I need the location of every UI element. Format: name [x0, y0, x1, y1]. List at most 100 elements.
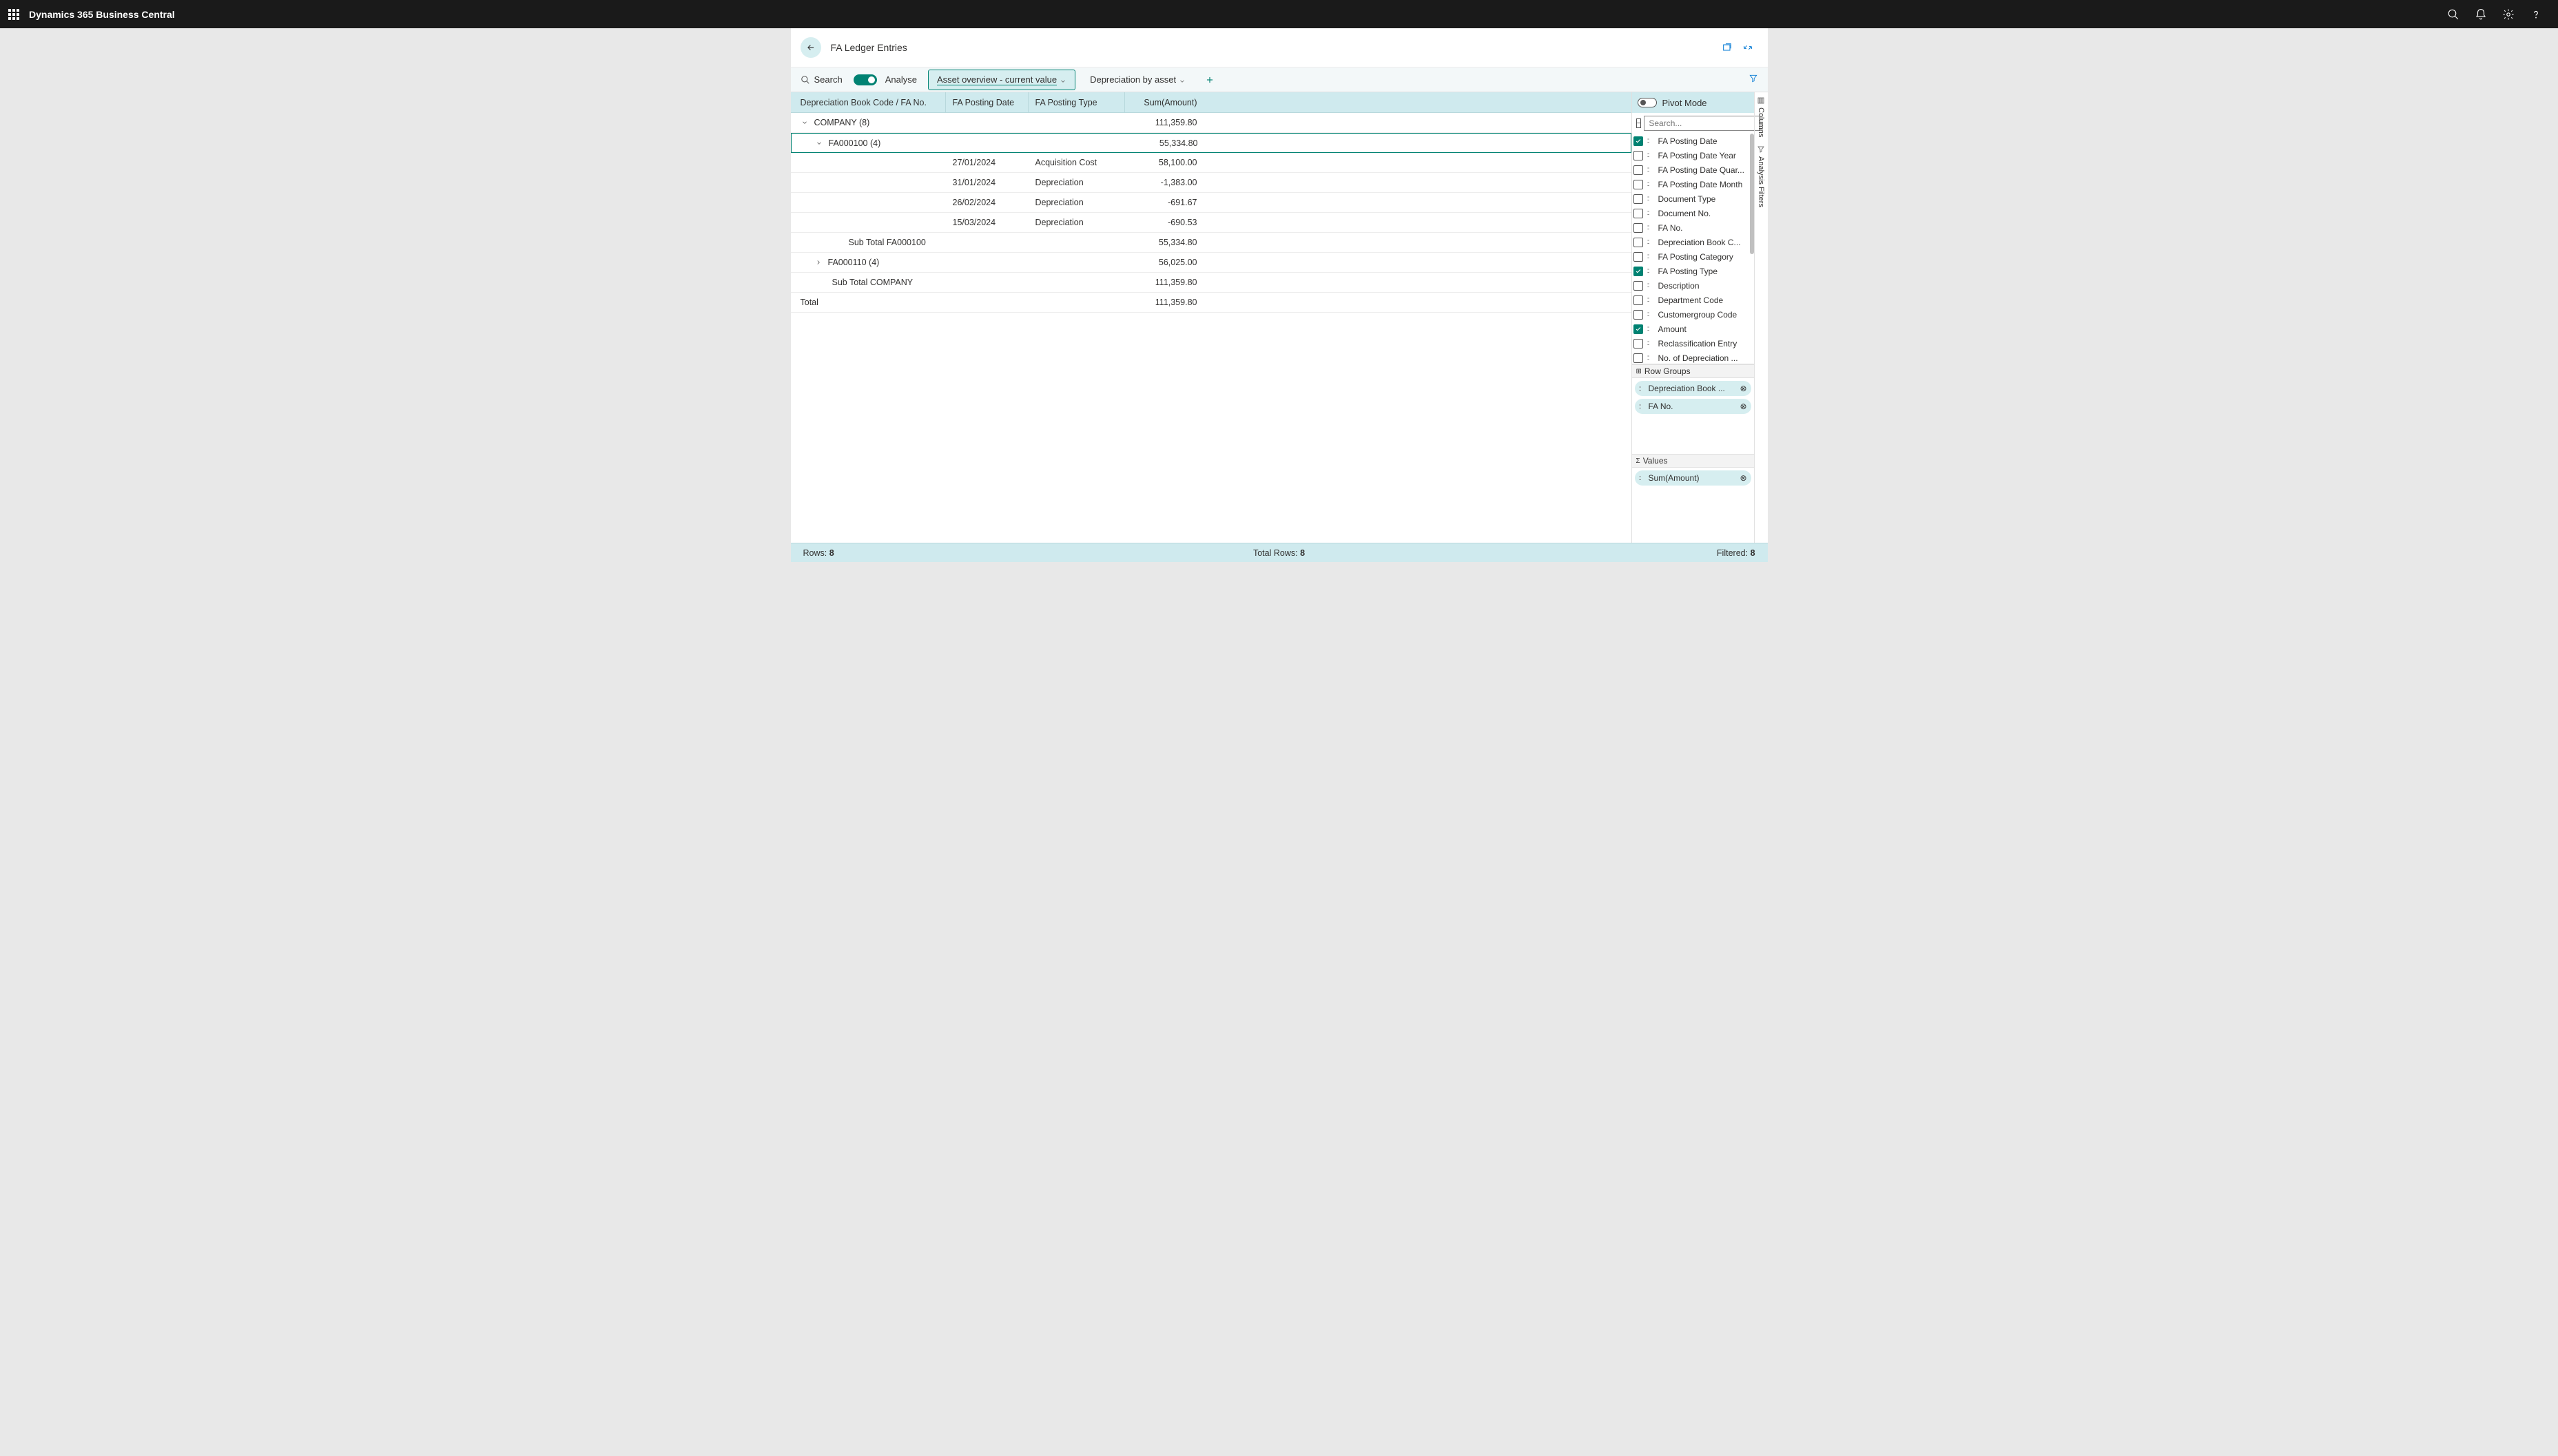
grid-header: Depreciation Book Code / FA No. FA Posti… — [791, 92, 1631, 113]
column-item[interactable]: Document No. — [1632, 206, 1754, 220]
column-item[interactable]: Department Code — [1632, 293, 1754, 307]
settings-icon[interactable] — [2495, 1, 2522, 28]
remove-icon[interactable]: ⊗ — [1740, 402, 1746, 411]
table-row[interactable]: Sub Total FA00010055,334.80 — [791, 233, 1631, 253]
column-item[interactable]: FA Posting Type — [1632, 264, 1754, 278]
row-group-pill[interactable]: FA No.⊗ — [1635, 399, 1751, 414]
checkbox[interactable] — [1633, 310, 1643, 320]
remove-icon[interactable]: ⊗ — [1740, 473, 1746, 483]
column-item[interactable]: FA Posting Date Quar... — [1632, 163, 1754, 177]
checkbox[interactable] — [1633, 194, 1643, 204]
table-row[interactable]: COMPANY (8)111,359.80 — [791, 113, 1631, 133]
column-item[interactable]: FA Posting Category — [1632, 249, 1754, 264]
table-row[interactable]: 31/01/2024Depreciation-1,383.00 — [791, 173, 1631, 193]
pill-label: Sum(Amount) — [1649, 473, 1737, 483]
back-button[interactable] — [801, 37, 821, 58]
drag-handle-icon[interactable] — [1647, 253, 1654, 260]
column-item[interactable]: FA Posting Date Month — [1632, 177, 1754, 191]
amount-value: 111,359.80 — [1125, 298, 1204, 307]
drag-handle-icon[interactable] — [1647, 180, 1654, 188]
search-button[interactable]: Search — [801, 74, 843, 85]
value-pill[interactable]: Sum(Amount)⊗ — [1635, 470, 1751, 486]
tab-asset-overview[interactable]: Asset overview - current value — [928, 70, 1075, 90]
column-item[interactable]: Reclassification Entry — [1632, 336, 1754, 351]
checkbox[interactable] — [1633, 238, 1643, 247]
pill-label: FA No. — [1649, 402, 1737, 411]
drag-handle-icon[interactable] — [1647, 195, 1654, 202]
remove-icon[interactable]: ⊗ — [1740, 384, 1746, 393]
drag-handle-icon[interactable] — [1639, 385, 1646, 393]
column-header-book[interactable]: Depreciation Book Code / FA No. — [791, 92, 946, 112]
drag-handle-icon[interactable] — [1647, 296, 1654, 304]
add-tab-button[interactable] — [1200, 70, 1219, 90]
column-header-date[interactable]: FA Posting Date — [946, 92, 1029, 112]
pivot-mode-toggle[interactable] — [1638, 98, 1657, 107]
app-launcher-icon[interactable] — [8, 9, 19, 20]
expander-icon[interactable] — [815, 139, 823, 147]
column-item[interactable]: Amount — [1632, 322, 1754, 336]
drag-handle-icon[interactable] — [1647, 152, 1654, 159]
column-item[interactable]: FA No. — [1632, 220, 1754, 235]
column-header-amount[interactable]: Sum(Amount) — [1125, 92, 1204, 112]
row-group-pill[interactable]: Depreciation Book ...⊗ — [1635, 381, 1751, 396]
drag-handle-icon[interactable] — [1647, 137, 1654, 145]
scrollbar-thumb[interactable] — [1750, 134, 1754, 254]
drag-handle-icon[interactable] — [1647, 209, 1654, 217]
collapse-all-icon[interactable]: − — [1636, 118, 1642, 128]
table-row[interactable]: Sub Total COMPANY111,359.80 — [791, 273, 1631, 293]
table-row[interactable]: 26/02/2024Depreciation-691.67 — [791, 193, 1631, 213]
table-row[interactable]: FA000110 (4)56,025.00 — [791, 253, 1631, 273]
drag-handle-icon[interactable] — [1647, 224, 1654, 231]
checkbox[interactable] — [1633, 223, 1643, 233]
rail-filters[interactable]: Analysis Filters — [1755, 141, 1766, 211]
checkbox[interactable] — [1633, 165, 1643, 175]
drag-handle-icon[interactable] — [1647, 340, 1654, 347]
group-label: COMPANY (8) — [814, 118, 870, 127]
checkbox[interactable] — [1633, 151, 1643, 160]
checkbox[interactable] — [1633, 281, 1643, 291]
drag-handle-icon[interactable] — [1647, 166, 1654, 174]
drag-handle-icon[interactable] — [1647, 267, 1654, 275]
drag-handle-icon[interactable] — [1639, 475, 1646, 482]
column-item[interactable]: Document Type — [1632, 191, 1754, 206]
column-item[interactable]: Description — [1632, 278, 1754, 293]
column-item[interactable]: No. of Depreciation ... — [1632, 351, 1754, 364]
filter-icon[interactable] — [1749, 74, 1758, 85]
drag-handle-icon[interactable] — [1647, 238, 1654, 246]
search-icon[interactable] — [2440, 1, 2467, 28]
checkbox[interactable] — [1633, 136, 1643, 146]
checkbox[interactable] — [1633, 209, 1643, 218]
help-icon[interactable] — [2522, 1, 2550, 28]
column-item[interactable]: FA Posting Date — [1632, 134, 1754, 148]
checkbox[interactable] — [1633, 353, 1643, 363]
checkbox[interactable] — [1633, 252, 1643, 262]
rail-columns[interactable]: Columns — [1755, 92, 1766, 141]
drag-handle-icon[interactable] — [1647, 282, 1654, 289]
analyse-toggle[interactable] — [854, 74, 877, 85]
checkbox[interactable] — [1633, 324, 1643, 334]
checkbox[interactable] — [1633, 180, 1643, 189]
drag-handle-icon[interactable] — [1639, 403, 1646, 410]
column-item[interactable]: Depreciation Book C... — [1632, 235, 1754, 249]
notifications-icon[interactable] — [2467, 1, 2495, 28]
open-new-window-icon[interactable] — [1717, 37, 1737, 58]
column-label: FA Posting Date Year — [1658, 151, 1736, 160]
collapse-icon[interactable] — [1737, 37, 1758, 58]
checkbox[interactable] — [1633, 295, 1643, 305]
table-row[interactable]: FA000100 (4)55,334.80 — [791, 133, 1631, 153]
column-header-type[interactable]: FA Posting Type — [1029, 92, 1125, 112]
column-item[interactable]: FA Posting Date Year — [1632, 148, 1754, 163]
drag-handle-icon[interactable] — [1647, 311, 1654, 318]
checkbox[interactable] — [1633, 339, 1643, 349]
drag-handle-icon[interactable] — [1647, 354, 1654, 362]
expander-icon[interactable] — [814, 258, 823, 267]
drag-handle-icon[interactable] — [1647, 325, 1654, 333]
tab-depreciation-by-asset[interactable]: Depreciation by asset — [1081, 70, 1195, 90]
table-row[interactable]: 15/03/2024Depreciation-690.53 — [791, 213, 1631, 233]
column-item[interactable]: Customergroup Code — [1632, 307, 1754, 322]
checkbox[interactable] — [1633, 267, 1643, 276]
table-row[interactable]: Total111,359.80 — [791, 293, 1631, 313]
expander-icon[interactable] — [801, 118, 809, 127]
column-search-input[interactable] — [1644, 116, 1760, 131]
table-row[interactable]: 27/01/2024Acquisition Cost58,100.00 — [791, 153, 1631, 173]
